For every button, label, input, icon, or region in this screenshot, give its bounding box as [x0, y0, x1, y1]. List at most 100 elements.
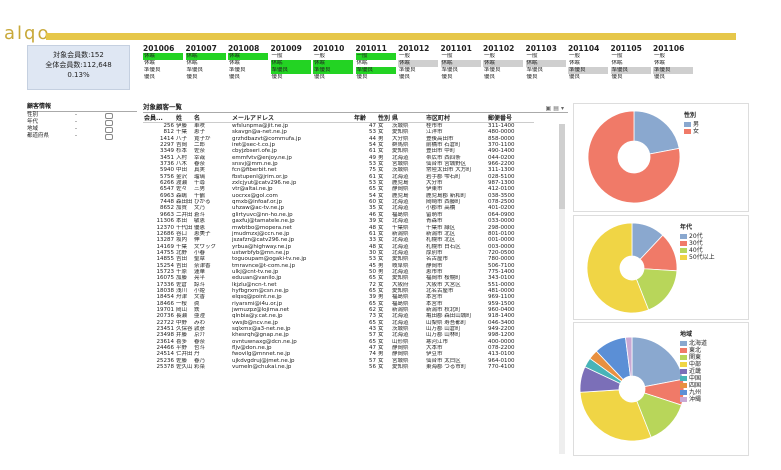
table-row[interactable]: 812 千葉 恵子 skavgn@a-net.ne.jp 53 女 愛知県 江洋市 480-00…: [143, 129, 534, 135]
month-status-cell[interactable]: 準優良: [143, 67, 183, 74]
table-row[interactable]: 256 伊藤 車咲 wfslunpma@jit.ne.jp 47 女茨城県 桂市市 311-1…: [143, 122, 534, 130]
table-row[interactable]: 16075 加藤 亮平 eduuan@vanilo.jp 65 女愛知県 福岡市 桜幌町 34…: [143, 275, 534, 282]
table-row[interactable]: 7448 森田田 ひかる qmxb@infoaf.or.jp 60 女北海道 岡崎市 西藤町…: [143, 199, 534, 206]
table-row[interactable]: 22722 中野 みわ vwsjb@ncv.ne.jp 65 女 北海道 山梨県 寿吾都町 04…: [143, 320, 534, 326]
month-status-cell[interactable]: 休眠: [653, 60, 693, 67]
month-status-cell[interactable]: 準優良: [270, 67, 311, 74]
region-legend-item[interactable]: 沖縄: [680, 396, 707, 403]
month-status-cell[interactable]: 優良: [313, 74, 353, 81]
age-legend-item[interactable]: 50代以上: [680, 254, 715, 261]
region-legend-item[interactable]: 関東: [680, 354, 707, 361]
filter-row[interactable]: 性別 -: [27, 112, 137, 119]
age-legend-item[interactable]: 30代: [680, 240, 715, 247]
month-status-cell[interactable]: 優良: [440, 74, 481, 81]
column-header[interactable]: 年齢: [353, 113, 377, 123]
table-row[interactable]: 13287 坂内伸 jszafzn@catv296.ne.jp 33 女北海道 札幌市 北…: [143, 237, 534, 244]
month-status-cell[interactable]: 休眠: [185, 53, 226, 60]
table-row[interactable]: 23614 喜多 春奈 ovntuwnaxg@dcn.ne.jp 65 女山形県 寒河江市 4…: [143, 338, 534, 346]
month-status-cell[interactable]: 準優良: [610, 67, 651, 74]
month-status-cell[interactable]: 一般: [270, 53, 311, 60]
region-legend-item[interactable]: 中国: [680, 375, 707, 382]
month-header[interactable]: 201102: [483, 44, 515, 53]
filter-toggle[interactable]: [105, 127, 113, 133]
column-header[interactable]: メールアドレス: [231, 113, 353, 123]
region-legend-item[interactable]: 中部: [680, 361, 707, 368]
export-icon[interactable]: ▣ ▤ ▾: [545, 105, 564, 112]
month-status-cell[interactable]: 準優良: [483, 67, 523, 74]
table-scrollbar[interactable]: [559, 124, 565, 454]
filter-row[interactable]: 地域 -: [27, 126, 137, 133]
table-row[interactable]: 3349 杉本 佐奈 cbyjzbseri.ofe.jp 61 女愛知県 豊田市 中町 490…: [143, 148, 534, 155]
scrollbar-thumb[interactable]: [559, 124, 565, 209]
month-header[interactable]: 201105: [610, 44, 642, 53]
month-status-cell[interactable]: 優良: [483, 74, 523, 81]
region-legend-item[interactable]: 近畿: [680, 368, 707, 375]
month-status-cell[interactable]: 一般: [610, 53, 651, 60]
gender-legend-item[interactable]: 女: [684, 128, 699, 135]
age-pie-slice[interactable]: [586, 222, 650, 314]
table-row[interactable]: 23498 井藤 京介 khesrqh@gnap.ne.jp 57 女 北海道 山万郡 山林町…: [143, 332, 534, 338]
gender-pie-slice[interactable]: [633, 110, 680, 155]
month-status-cell[interactable]: 休眠: [270, 60, 311, 67]
table-row[interactable]: 18038 浅川 小姫 hyfbgrxm@csn.ne.jp 65 女愛知県 北名古屋市 48…: [143, 287, 534, 295]
month-status-cell[interactable]: 休眠: [143, 60, 183, 67]
month-status-cell[interactable]: 優良: [610, 74, 651, 81]
table-row[interactable]: 14169 千葉 文ワック yrbua@highway.ne.jp 48 女 北海道 札幌市 …: [143, 244, 534, 250]
table-row[interactable]: 15723 千原 蓮華 ulkj@cnt-tv.ne.jp 50 男 北海道 恵市市 775-1…: [143, 269, 534, 275]
month-header[interactable]: 201011: [355, 44, 387, 53]
table-row[interactable]: 3451 入村 幸哉 emmfvtv@enjoy.ne.jp 49 男 北海道 帯広市 西四条…: [143, 155, 534, 161]
region-pie-slice[interactable]: [631, 336, 684, 388]
gender-pie-slice[interactable]: [587, 110, 681, 204]
table-row[interactable]: 8652 加賀 文乃 uhzaw@ac-tv.ne.jp 35 女 北海道 小郡市 高橋 401…: [143, 205, 534, 211]
month-header[interactable]: 201008: [228, 44, 260, 53]
month-status-cell[interactable]: 休眠: [228, 60, 268, 67]
month-status-cell[interactable]: 一般: [525, 53, 566, 60]
age-legend-item[interactable]: 40代: [680, 247, 715, 254]
column-header[interactable]: 市区町村: [425, 113, 487, 123]
month-status-cell[interactable]: 休眠: [185, 60, 226, 67]
region-legend-item[interactable]: 東北: [680, 347, 707, 354]
table-row[interactable]: 18454 舟津 文香 elqsq@point.ne.jp 39 男 福島県 本宮市 969-1…: [143, 294, 534, 300]
column-header[interactable]: 性別: [377, 113, 391, 123]
month-status-cell[interactable]: 一般: [483, 53, 523, 60]
table-row[interactable]: 5756 金沢 瑠璃 fbstupenl@jrim.or.jp 61 女北海道 岩手郡 雫石…: [143, 173, 534, 181]
month-status-cell[interactable]: 準優良: [525, 67, 566, 74]
month-status-cell[interactable]: 休眠: [610, 60, 651, 67]
table-row[interactable]: 12370 千代田 優恵 mwbtbo@mopera.net 48 女千葉県 千葉市 緑区 2…: [143, 224, 534, 231]
month-status-cell[interactable]: 休眠: [398, 60, 438, 67]
table-row[interactable]: 14855 吉田 聖章 toguoupam@ogaki-tv.ne.jp 53 女 愛知県 名…: [143, 256, 534, 262]
month-header[interactable]: 201104: [568, 44, 600, 53]
month-header[interactable]: 201106: [653, 44, 685, 53]
month-status-cell[interactable]: 準優良: [398, 67, 438, 74]
table-row[interactable]: 19701 岡山鉄 jwmuzpz@lojima.net 62 女 新潟県 新潟市 秋北町 9…: [143, 307, 534, 313]
table-row[interactable]: 14755 北野 小春 ustwrbfyb@mn.ne.jp 30 女北海道 厚別市 720-…: [143, 249, 534, 257]
table-row[interactable]: 2297 吉岡 二郎 iret@sec-t.co.jp 54 女 群馬県 前橋市 石倉町 370…: [143, 142, 534, 148]
month-status-cell[interactable]: 優良: [185, 74, 226, 81]
month-status-cell[interactable]: 優良: [525, 74, 566, 81]
column-header[interactable]: 名: [193, 113, 231, 123]
table-row[interactable]: 25378 佐久山 彩菜 vumeln@chukai.ne.jp 56 女愛知県 東海郡 つ…: [143, 364, 534, 371]
age-legend-item[interactable]: 20代: [680, 233, 715, 240]
filter-toggle[interactable]: [105, 113, 113, 119]
month-header[interactable]: 201010: [313, 44, 345, 53]
gender-legend-item[interactable]: 男: [684, 121, 699, 128]
table-row[interactable]: 24514 仁井田丹 fwovilg@mnnet.ne.jp 74 男静岡県 伊豆市 413…: [143, 351, 534, 358]
month-status-cell[interactable]: 優良: [228, 74, 268, 81]
filter-toggle[interactable]: [105, 120, 113, 126]
month-status-cell[interactable]: 優良: [143, 74, 183, 81]
month-header[interactable]: 201012: [398, 44, 430, 53]
table-row[interactable]: 11306 本田 敏恵 gaxfuj@tamatele.ne.jp 39 女 北海道 青森市 0…: [143, 218, 534, 224]
month-status-cell[interactable]: 一般: [653, 53, 693, 60]
region-legend-item[interactable]: 四国: [680, 382, 707, 389]
month-status-cell[interactable]: 休眠: [440, 60, 481, 67]
month-status-cell[interactable]: 準優良: [313, 67, 353, 74]
age-pie-slice[interactable]: [635, 268, 678, 311]
table-row[interactable]: 1414 八子 寛子か grzhdbazvt@commufa.jp 44 男大分県 豊後高田…: [143, 135, 534, 143]
month-status-cell[interactable]: 休眠: [483, 60, 523, 67]
column-header[interactable]: 郵便番号: [487, 113, 534, 123]
month-status-cell[interactable]: 一般: [355, 53, 396, 60]
month-status-cell[interactable]: 準優良: [653, 67, 693, 74]
region-pie-slice[interactable]: [625, 336, 633, 377]
region-legend-item[interactable]: 九州: [680, 389, 707, 396]
month-status-cell[interactable]: 優良: [398, 74, 438, 81]
